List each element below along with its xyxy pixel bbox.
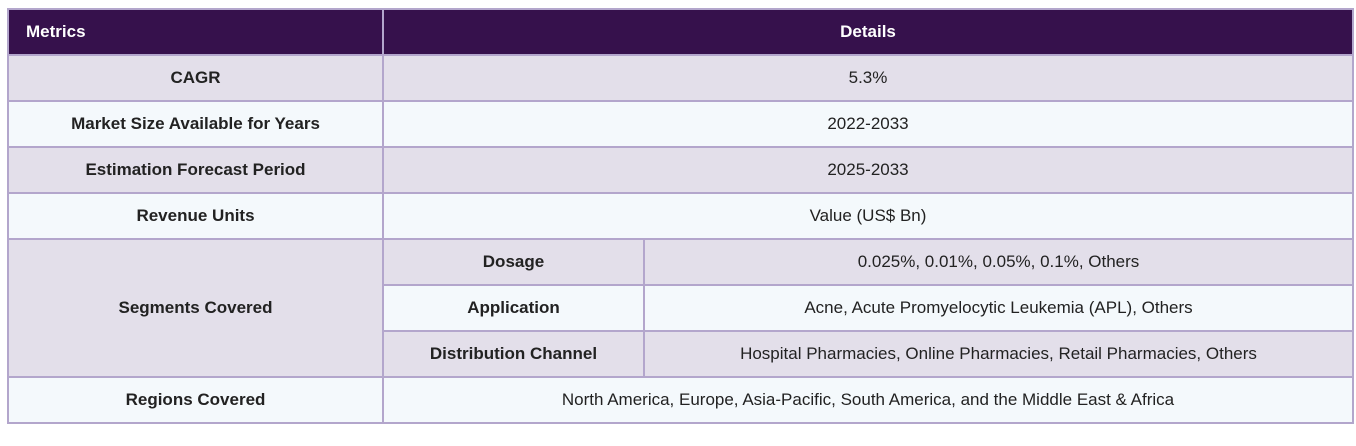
regions-label: Regions Covered [7, 376, 384, 424]
table-row-segment-dosage: Segments Covered Dosage 0.025%, 0.01%, 0… [7, 238, 1354, 378]
revenue-units-value: Value (US$ Bn) [382, 192, 1354, 240]
market-size-value: 2022-2033 [382, 100, 1354, 148]
table-row-cagr: CAGR 5.3% [7, 54, 1354, 102]
segment-distribution-value: Hospital Pharmacies, Online Pharmacies, … [643, 330, 1354, 378]
cagr-label: CAGR [7, 54, 384, 102]
market-size-label: Market Size Available for Years [7, 100, 384, 148]
cagr-value: 5.3% [382, 54, 1354, 102]
details-header: Details [382, 8, 1354, 56]
table-header-row: Metrics Details [7, 8, 1354, 56]
segment-distribution-label: Distribution Channel [382, 330, 645, 378]
table-row-revenue-units: Revenue Units Value (US$ Bn) [7, 192, 1354, 240]
segments-label: Segments Covered [7, 238, 384, 378]
metrics-header: Metrics [7, 8, 384, 56]
segment-dosage-label: Dosage [382, 238, 645, 286]
report-scope-table-container: Metrics Details CAGR 5.3% Market Size Av… [7, 8, 1354, 424]
forecast-label: Estimation Forecast Period [7, 146, 384, 194]
forecast-value: 2025-2033 [382, 146, 1354, 194]
report-scope-table: Metrics Details CAGR 5.3% Market Size Av… [7, 8, 1354, 424]
segment-application-label: Application [382, 284, 645, 332]
segment-application-value: Acne, Acute Promyelocytic Leukemia (APL)… [643, 284, 1354, 332]
regions-value: North America, Europe, Asia-Pacific, Sou… [382, 376, 1354, 424]
segment-dosage-value: 0.025%, 0.01%, 0.05%, 0.1%, Others [643, 238, 1354, 286]
revenue-units-label: Revenue Units [7, 192, 384, 240]
table-row-segment-application: Application Acne, Acute Promyelocytic Le… [8, 284, 1354, 332]
table-row-forecast: Estimation Forecast Period 2025-2033 [7, 146, 1354, 194]
table-row-segment-distribution: Distribution Channel Hospital Pharmacies… [8, 330, 1354, 378]
table-row-regions: Regions Covered North America, Europe, A… [7, 376, 1354, 424]
table-row-market-size: Market Size Available for Years 2022-203… [7, 100, 1354, 148]
